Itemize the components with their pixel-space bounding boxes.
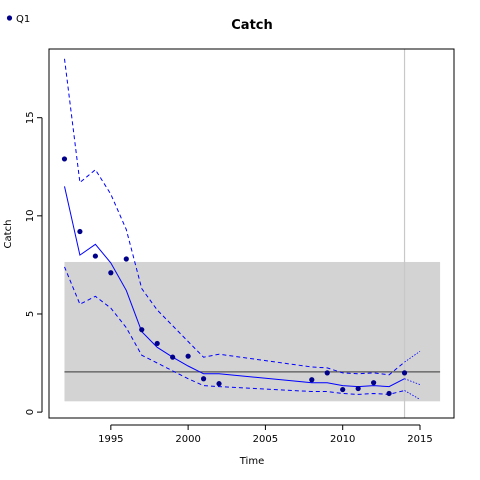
data-point <box>200 376 207 382</box>
x-tick-label: 2005 <box>253 434 278 445</box>
data-point <box>309 377 315 383</box>
data-point <box>170 354 176 360</box>
y-tick-label: 15 <box>25 111 36 124</box>
legend-label-q1: Q1 <box>16 14 30 25</box>
x-tick-label: 2015 <box>407 434 432 445</box>
x-tick-label: 2010 <box>330 434 355 445</box>
data-point <box>216 381 222 387</box>
y-tick-label: 5 <box>25 311 36 317</box>
data-point <box>386 390 392 397</box>
data-point <box>139 327 145 333</box>
data-point <box>92 253 98 259</box>
x-tick-label: 1995 <box>98 434 123 445</box>
data-point <box>371 380 377 386</box>
reference-band <box>64 261 441 402</box>
y-tick-label: 10 <box>25 209 36 222</box>
data-point <box>355 385 361 392</box>
data-point <box>185 353 191 359</box>
axes: 1995 2000 2005 2010 2015 0 5 10 15 <box>25 111 433 445</box>
forecast-upper-bound <box>404 350 421 363</box>
chart-title: Catch <box>231 18 273 33</box>
series-fitted <box>64 186 405 388</box>
y-axis-title: Catch <box>3 220 14 249</box>
data-point <box>61 156 68 162</box>
y-tick-label: 0 <box>25 409 36 415</box>
legend: Q1 <box>6 14 30 25</box>
data-point <box>401 370 408 376</box>
data-point <box>108 270 114 276</box>
x-tick-label: 2000 <box>175 434 200 445</box>
data-point <box>154 340 160 347</box>
series-upper-bound <box>64 58 405 376</box>
plot-area <box>61 49 441 418</box>
data-point <box>77 228 83 235</box>
x-axis-title: Time <box>239 456 264 467</box>
data-point <box>340 386 346 393</box>
data-point <box>123 256 129 262</box>
legend-marker-q1 <box>6 15 13 21</box>
plot-frame <box>48 48 455 419</box>
data-point <box>324 370 330 376</box>
series-lower-bound <box>64 266 405 395</box>
